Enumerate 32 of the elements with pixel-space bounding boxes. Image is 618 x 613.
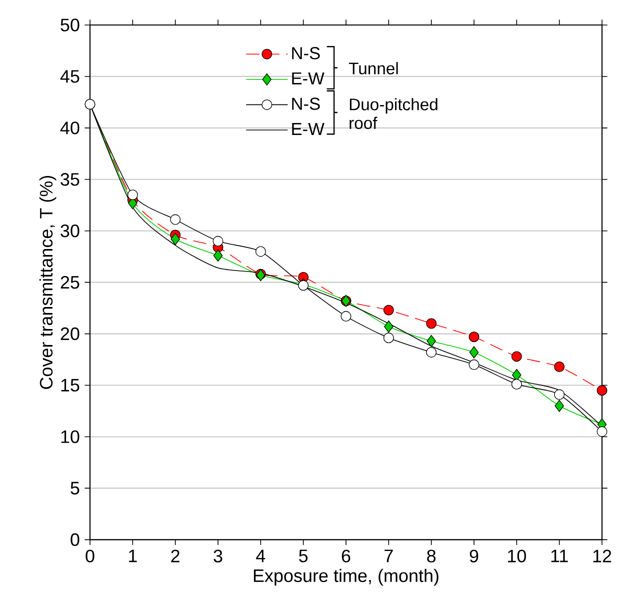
y-tick-label: 0 <box>70 533 80 546</box>
y-tick-label: 40 <box>60 122 80 134</box>
y-tick-label: 20 <box>60 327 80 340</box>
x-tick-label: 7 <box>384 550 393 562</box>
y-tick-label: 10 <box>61 430 80 444</box>
x-tick-label: 6 <box>342 550 350 562</box>
x-tick-label: 1 <box>129 550 137 562</box>
y-tick-label: 45 <box>60 70 80 83</box>
y-tick-label: 25 <box>60 276 80 289</box>
x-tick-label: 3 <box>214 550 222 562</box>
x-tick-label: 0 <box>86 550 94 562</box>
legend-label: E-W <box>292 72 324 84</box>
y-tick-label: 35 <box>60 173 80 186</box>
x-tick-label: 8 <box>427 550 436 562</box>
x-tick-label: 12 <box>593 550 612 562</box>
annotation: Duo-pitched roof <box>350 98 438 129</box>
x-tick-label: 4 <box>256 550 266 562</box>
legend-label: N-S <box>292 47 320 60</box>
legend-label: E-W <box>292 123 324 135</box>
y-axis-title: Cover transmittance, T (%) <box>39 176 56 389</box>
x-tick-label: 9 <box>470 550 478 562</box>
y-tick-label: 15 <box>61 378 80 392</box>
legend-label: N-S <box>292 98 320 110</box>
y-tick-label: 30 <box>60 224 80 238</box>
x-tick-label: 10 <box>508 550 526 562</box>
x-axis-title: Exposure time, (month) <box>254 568 438 586</box>
x-tick-label: 11 <box>551 550 568 562</box>
y-tick-label: 5 <box>70 482 80 494</box>
y-tick-label: 50 <box>60 18 80 32</box>
x-tick-label: 2 <box>171 550 180 562</box>
x-tick-label: 5 <box>299 550 308 562</box>
annotation: Tunnel <box>348 62 398 74</box>
